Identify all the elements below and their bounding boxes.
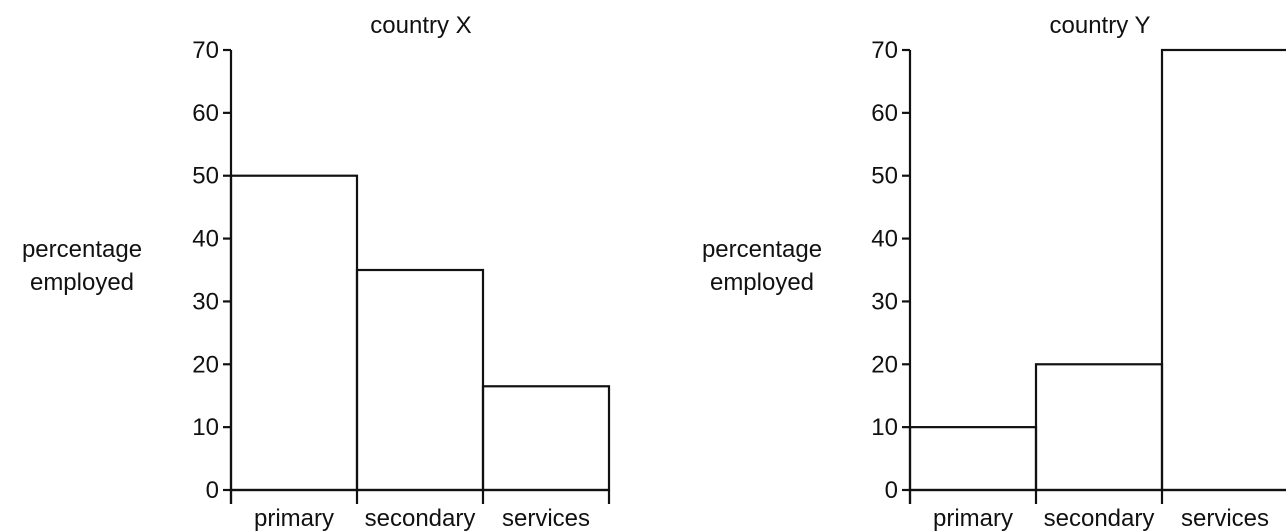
bar-services [1160, 48, 1286, 492]
chart-title: country X [370, 12, 471, 39]
y-axis-label: percentage [22, 236, 142, 263]
bar-primary [908, 426, 1038, 492]
bar-services [481, 385, 611, 492]
y-tick-label: 40 [871, 226, 898, 253]
x-category-label: primary [933, 505, 1013, 532]
y-tick-label: 20 [871, 351, 898, 378]
y-tick-label: 50 [192, 163, 219, 190]
bar-secondary [355, 268, 485, 492]
chart-title: country Y [1050, 12, 1151, 39]
y-tick-label: 60 [871, 100, 898, 127]
y-tick-label: 0 [206, 477, 219, 504]
x-category-label: secondary [365, 505, 476, 532]
y-tick-label: 70 [192, 37, 219, 64]
y-tick-label: 40 [192, 226, 219, 253]
y-tick-label: 20 [192, 351, 219, 378]
y-tick-label: 30 [192, 288, 219, 315]
y-axis-label: employed [710, 269, 814, 296]
bar-secondary [1034, 363, 1164, 492]
x-category-label: services [502, 505, 590, 532]
y-axis-label: percentage [702, 236, 822, 263]
bar-primary [229, 174, 359, 492]
x-category-label: secondary [1044, 505, 1155, 532]
y-tick-label: 10 [871, 414, 898, 441]
x-category-label: primary [254, 505, 334, 532]
y-tick-label: 60 [192, 100, 219, 127]
x-category-label: services [1181, 505, 1269, 532]
y-tick-label: 50 [871, 163, 898, 190]
chart-country-y: country Y percentage employed 0 10 20 30 40 50 60… [702, 12, 1286, 532]
y-tick-label: 30 [871, 288, 898, 315]
y-axis-label: employed [30, 269, 134, 296]
y-tick-label: 70 [871, 37, 898, 64]
y-tick-label: 0 [885, 477, 898, 504]
y-tick-label: 10 [192, 414, 219, 441]
chart-country-x: country X percentage employed 0 10 20 30 40 50 60… [22, 12, 611, 532]
